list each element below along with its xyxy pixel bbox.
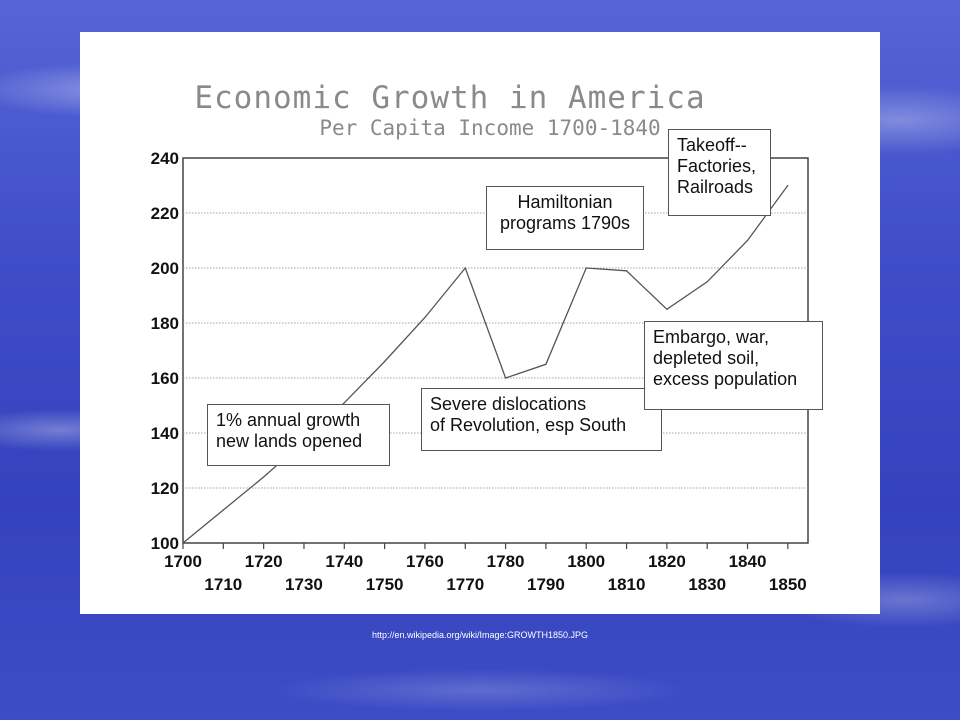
x-tick-label: 1750 (366, 575, 404, 594)
x-tick-label: 1790 (527, 575, 565, 594)
y-tick-label: 240 (151, 149, 179, 168)
x-tick-label: 1710 (204, 575, 242, 594)
annotation-revolution: Severe dislocations of Revolution, esp S… (421, 388, 662, 451)
data-point (504, 377, 507, 379)
data-point (585, 267, 587, 269)
x-tick-label: 1780 (487, 552, 525, 571)
data-point (222, 509, 224, 511)
x-tick-label: 1730 (285, 575, 323, 594)
data-point (625, 270, 628, 272)
data-point (706, 281, 708, 283)
annotation-embargo: Embargo, war, depleted soil, excess popu… (644, 321, 823, 410)
x-tick-label: 1840 (729, 552, 767, 571)
data-point (263, 476, 265, 478)
y-tick-label: 100 (151, 534, 179, 553)
y-tick-label: 220 (151, 204, 179, 223)
x-tick-label: 1800 (567, 552, 605, 571)
data-point (343, 402, 345, 404)
x-tick-label: 1720 (245, 552, 283, 571)
x-tick-label: 1820 (648, 552, 686, 571)
annotation-growth: 1% annual growth new lands opened (207, 404, 390, 466)
data-point (545, 363, 547, 365)
y-tick-label: 140 (151, 424, 179, 443)
data-point (746, 239, 749, 242)
x-tick-label: 1830 (688, 575, 726, 594)
data-point (787, 184, 789, 187)
data-point (384, 360, 386, 363)
y-tick-label: 120 (151, 479, 179, 498)
y-tick-label: 160 (151, 369, 179, 388)
data-point (464, 267, 466, 269)
chart-figure: 100 120 140 160 180 200 220 240 1700 1720 1740 1760… (80, 32, 880, 614)
chart-plot: 100 120 140 160 180 200 220 240 1700 1720 1740 1760… (151, 149, 809, 594)
data-point (182, 542, 184, 544)
x-tick-label: 1760 (406, 552, 444, 571)
x-tick-label: 1850 (769, 575, 807, 594)
data-point (666, 308, 668, 310)
x-tick-label: 1700 (164, 552, 202, 571)
annotation-hamiltonian: Hamiltonian programs 1790s (486, 186, 644, 250)
x-tick-label: 1740 (325, 552, 363, 571)
data-point (424, 316, 426, 319)
chart-subtitle: Per Capita Income 1700-1840 (319, 116, 661, 140)
x-tick-label: 1770 (446, 575, 484, 594)
x-tick-label: 1810 (608, 575, 646, 594)
chart-title: Economic Growth in America (194, 80, 706, 116)
y-tick-label: 180 (151, 314, 179, 333)
annotation-takeoff: Takeoff-- Factories, Railroads (668, 129, 771, 216)
source-url: http://en.wikipedia.org/wiki/Image:GROWT… (371, 630, 589, 640)
y-tick-label: 200 (151, 259, 179, 278)
